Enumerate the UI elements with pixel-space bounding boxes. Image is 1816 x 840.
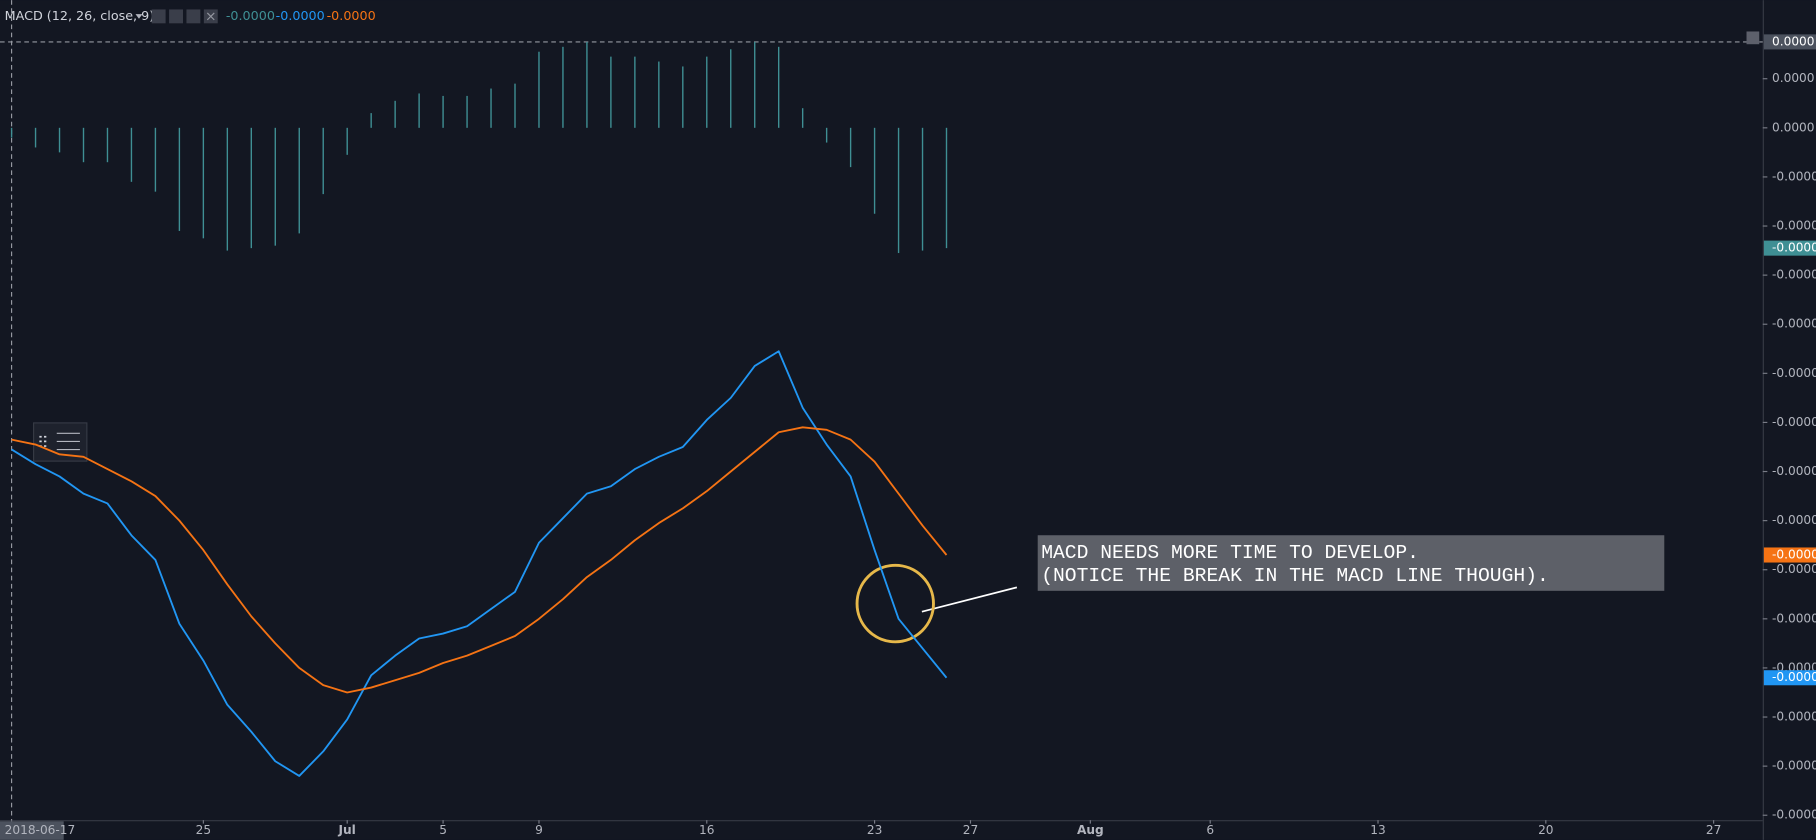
y-tick-label: 0.0000 [1772, 120, 1815, 134]
remove-icon [206, 12, 215, 21]
y-tick-label: -0.0000 [1772, 611, 1816, 625]
y-tick-label: -0.0000 [1772, 317, 1816, 331]
indicator-line [11, 350, 948, 777]
last-value-label: -0.0000 [1772, 241, 1816, 255]
legend-value: -0.0000 [226, 9, 275, 24]
last-value-box [1763, 240, 1816, 256]
y-tick-label: -0.0000 [1772, 169, 1816, 183]
dropdown-arrow[interactable] [135, 14, 143, 19]
indicator-header: MACD (12, 26, close, 9) [5, 9, 218, 24]
x-tick-label: 27 [1706, 823, 1721, 837]
y-tick-label: 0.0000 [1772, 71, 1815, 85]
last-value-label: -0.0000 [1772, 670, 1816, 684]
tree-icon[interactable] [56, 432, 80, 451]
indicator-title[interactable]: MACD (12, 26, close, 9) [5, 9, 155, 24]
last-value-label: -0.0000 [1772, 548, 1816, 562]
visibility-button[interactable] [151, 9, 166, 24]
y-tick-label: -0.0000 [1772, 464, 1816, 478]
add-alert-button[interactable] [1746, 31, 1760, 45]
annotation-line [921, 586, 1018, 613]
annotation-circle [855, 563, 935, 644]
x-tick-label: 20 [1538, 823, 1553, 837]
floating-toolbar[interactable] [33, 422, 88, 462]
y-tick-label: -0.0000 [1772, 562, 1816, 576]
annotation-text: MACD NEEDS MORE TIME TO DEVELOP. [1041, 542, 1419, 564]
annotation-text: (NOTICE THE BREAK IN THE MACD LINE THOUG… [1041, 565, 1549, 587]
y-tick-label: -0.0000 [1772, 710, 1816, 724]
annotation: MACD NEEDS MORE TIME TO DEVELOP. (NOTICE… [855, 535, 1665, 644]
legend-value: -0.0000 [327, 9, 376, 24]
x-tick-label: 9 [535, 823, 543, 837]
x-tick-label: 23 [867, 823, 882, 837]
x-tick-label: 5 [439, 823, 447, 837]
x-tick-label: 2018-06-17 [5, 823, 76, 837]
y-tick-label: -0.0000 [1772, 415, 1816, 429]
y-tick-label: -0.0000 [1772, 366, 1816, 380]
drag-handle[interactable] [39, 435, 47, 447]
x-tick-label: Jul [338, 823, 356, 837]
x-tick-label: 6 [1206, 823, 1214, 837]
x-tick-label: 27 [963, 823, 978, 837]
last-value-box [1763, 670, 1816, 686]
crosshair-x-label-box [0, 821, 64, 840]
annotation-box [1037, 535, 1665, 591]
last-value-box [1763, 547, 1816, 563]
more-button[interactable] [186, 9, 201, 24]
y-tick-label: -0.0000 [1772, 513, 1816, 527]
crosshair-y-label-box [1763, 34, 1816, 50]
x-tick-label: 13 [1370, 823, 1385, 837]
y-tick-label: -0.0000 [1772, 808, 1816, 822]
legend-value: -0.0000 [276, 9, 325, 24]
x-tick-label: Aug [1077, 823, 1104, 837]
y-tick-label: -0.0000 [1772, 759, 1816, 773]
x-tick-label: 16 [699, 823, 714, 837]
indicator-line [11, 426, 948, 694]
y-tick-label: -0.0000 [1772, 268, 1816, 282]
settings-button[interactable] [169, 9, 183, 24]
crosshair-y-label: 0.0000 [1772, 34, 1815, 48]
x-tick-label: 25 [196, 823, 211, 837]
y-tick-label: -0.0000 [1772, 219, 1816, 233]
